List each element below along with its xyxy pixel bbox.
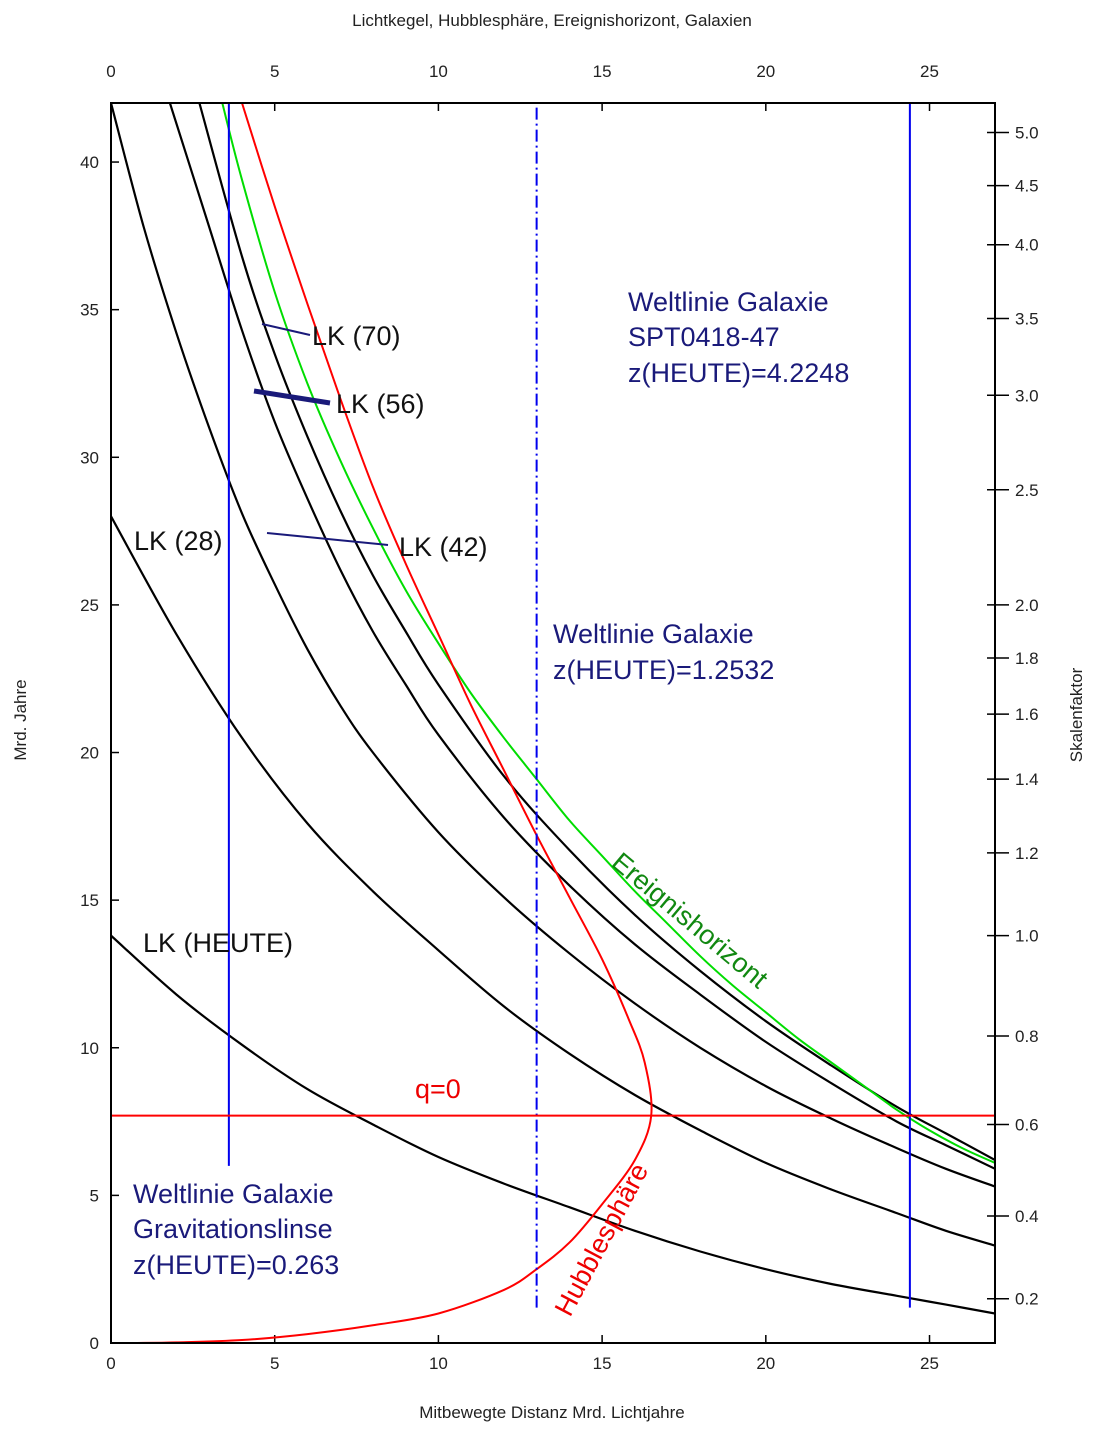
annotation-leaders	[253, 323, 389, 546]
lens-worldline-label-2: Gravitationslinse	[133, 1214, 333, 1244]
lk56-leader	[253, 388, 331, 406]
y-tick-label: 0	[90, 1334, 99, 1353]
y2-tick-label: 1.6	[1015, 705, 1039, 724]
lk28-label: LK (28)	[134, 526, 223, 556]
event-horizon-line-5	[221, 103, 995, 1164]
y-tick-label: 30	[80, 448, 99, 467]
y2-tick-label: 0.6	[1015, 1116, 1039, 1135]
series-layer	[111, 103, 995, 1343]
ereignishorizont-label: Ereignishorizont	[606, 847, 774, 995]
plot-frame	[110, 102, 996, 1344]
y-tick-label: 40	[80, 153, 99, 172]
lk56-label: LK (56)	[336, 389, 425, 419]
y-tick-label: 15	[80, 891, 99, 910]
x-tick-label-bottom: 20	[756, 1354, 775, 1373]
y2-tick-label: 3.5	[1015, 310, 1039, 329]
x-tick-label-bottom: 25	[920, 1354, 939, 1373]
y-tick-label: 35	[80, 301, 99, 320]
lightcone-line-2	[111, 103, 995, 1188]
y-tick-label: 5	[90, 1186, 99, 1205]
y-tick-label: 20	[80, 744, 99, 763]
lightcone-line-4	[198, 103, 995, 1161]
lightcone-line-1	[111, 515, 995, 1247]
chart-title: Lichtkegel, Hubblesphäre, Ereignishorizo…	[352, 11, 752, 30]
hubble-sphere-line-6	[137, 103, 653, 1343]
x-axis-title: Mitbewegte Distanz Mrd. Lichtjahre	[419, 1403, 685, 1422]
spt-worldline-label-3: z(HEUTE)=4.2248	[628, 358, 849, 388]
lens-worldline-label-1: Weltlinie Galaxie	[133, 1179, 334, 1209]
y2-tick-label: 5.0	[1015, 124, 1039, 143]
q0-label: q=0	[415, 1074, 461, 1104]
lightcone-line-0	[111, 934, 995, 1315]
y-tick-label: 25	[80, 596, 99, 615]
y2-tick-label: 1.4	[1015, 770, 1039, 789]
lk-heute-label: LK (HEUTE)	[143, 928, 293, 958]
y2-tick-label: 1.0	[1015, 927, 1039, 946]
y2-tick-label: 2.5	[1015, 481, 1039, 500]
y2-axis-title: Skalenfaktor	[1067, 667, 1086, 762]
x-tick-label-top: 10	[429, 62, 448, 81]
y2-tick-label: 0.2	[1015, 1290, 1039, 1309]
mid-worldline-label-1: Weltlinie Galaxie	[553, 619, 754, 649]
lk70-leader	[261, 323, 311, 336]
lk42-label: LK (42)	[399, 532, 488, 562]
y2-tick-label: 2.0	[1015, 596, 1039, 615]
x-tick-label-top: 15	[593, 62, 612, 81]
x-tick-label-bottom: 15	[593, 1354, 612, 1373]
x-tick-label-top: 20	[756, 62, 775, 81]
x-tick-label-bottom: 10	[429, 1354, 448, 1373]
lk70-label: LK (70)	[312, 321, 401, 351]
y2-tick-label: 1.2	[1015, 844, 1039, 863]
lk42-leader	[266, 532, 389, 546]
y2-tick-label: 1.8	[1015, 649, 1039, 668]
y2-tick-label: 0.8	[1015, 1027, 1039, 1046]
mid-worldline-label-2: z(HEUTE)=1.2532	[553, 655, 774, 685]
hubblesphaere-label: Hubblesphäre	[549, 1158, 654, 1321]
lightcone-line-3	[168, 103, 995, 1170]
y-axis-title: Mrd. Jahre	[11, 679, 30, 760]
y2-tick-label: 0.4	[1015, 1207, 1039, 1226]
x-tick-label-bottom: 0	[106, 1354, 115, 1373]
x-tick-label-top: 25	[920, 62, 939, 81]
lens-worldline-label-3: z(HEUTE)=0.263	[133, 1250, 339, 1280]
y2-tick-label: 4.0	[1015, 236, 1039, 255]
y2-tick-label: 4.5	[1015, 177, 1039, 196]
x-tick-label-bottom: 5	[270, 1354, 279, 1373]
x-tick-label-top: 0	[106, 62, 115, 81]
spt-worldline-label-1: Weltlinie Galaxie	[628, 287, 829, 317]
y-tick-label: 10	[80, 1039, 99, 1058]
ticks-layer: 0055101015152020252505101520253035400.20…	[80, 62, 1039, 1373]
spt-worldline-label-2: SPT0418-47	[628, 322, 780, 352]
x-tick-label-top: 5	[270, 62, 279, 81]
y2-tick-label: 3.0	[1015, 386, 1039, 405]
